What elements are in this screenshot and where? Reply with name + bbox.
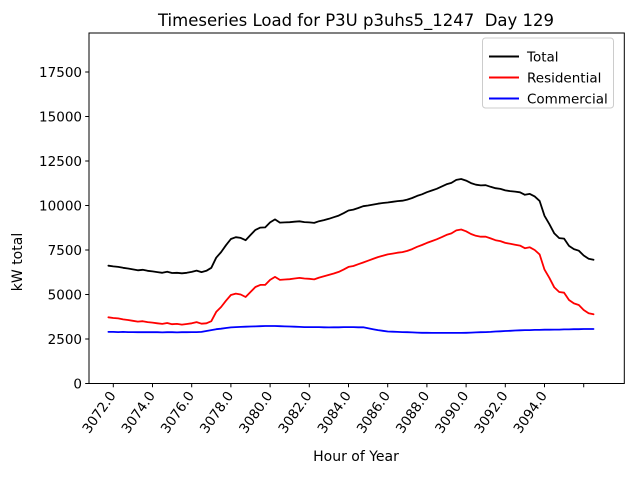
series-line-commercial [107,325,595,334]
plot-area [107,178,595,334]
y-tick-label: 0 [73,376,82,392]
chart-title: Timeseries Load for P3U p3uhs5_1247 Day … [157,11,554,31]
legend-label-commercial: Commercial [527,91,608,107]
y-tick-label: 2500 [48,332,82,348]
x-axis-label: Hour of Year [313,449,399,465]
y-tick-label: 15000 [39,109,82,125]
y-tick-label: 10000 [39,198,82,214]
y-tick-label: 7500 [48,243,82,259]
y-tick-label: 17500 [39,65,82,81]
y-axis-label: kW total [10,233,26,291]
series-line-total [107,178,595,275]
axes-frame [88,32,625,384]
legend-label-total: Total [526,49,559,65]
y-axis-ticks: 0 2500 5000 7500 10000 12500 15000 17500 [39,65,89,392]
series-line-residential [107,228,595,326]
y-tick-label: 12500 [39,154,82,170]
y-tick-label: 5000 [48,287,82,303]
legend: Total Residential Commercial [482,37,614,109]
legend-label-residential: Residential [527,70,601,86]
